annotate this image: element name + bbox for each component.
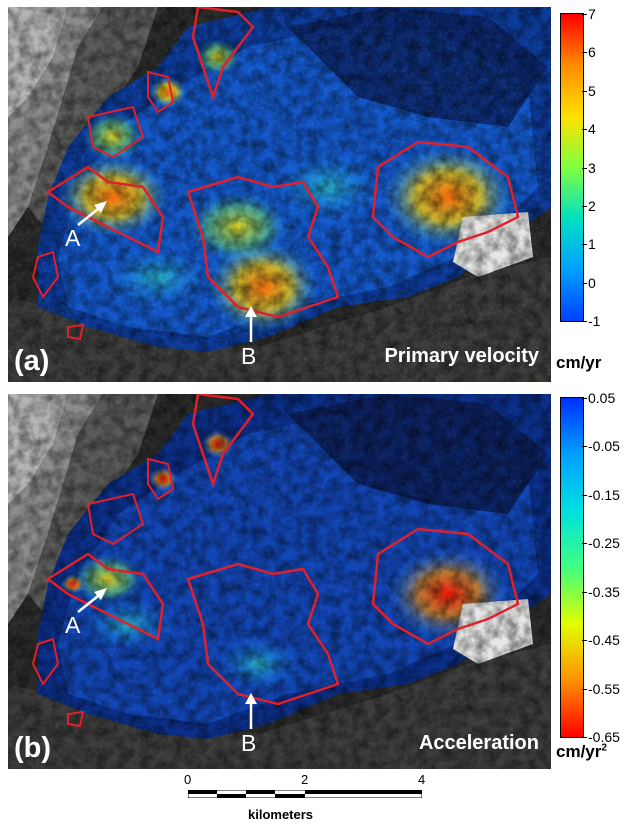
acceleration-map-panel: A B (b) Acceleration: [8, 394, 551, 769]
acceleration-unit-label: cm/yr2: [556, 742, 607, 761]
velocity-tick-mark: [582, 321, 587, 322]
velocity-unit-label: cm/yr: [556, 353, 602, 372]
acceleration-tick-label: -0.65: [588, 729, 620, 745]
velocity-tick-label: -1: [588, 313, 601, 329]
acceleration-tick-label: -0.35: [588, 583, 620, 600]
acceleration-tick-mark: [582, 688, 587, 690]
velocity-tick-label: 5: [588, 82, 596, 99]
panel-label-b: (b): [14, 732, 52, 764]
acceleration-tick-label: -0.15: [588, 486, 620, 503]
acceleration-tick-label: -0.05: [588, 438, 620, 455]
velocity-tick-mark: [582, 129, 587, 131]
velocity-tick-label: 4: [588, 121, 596, 138]
acceleration-map: [8, 394, 551, 769]
panel-title-primary-velocity: Primary velocity: [384, 345, 539, 367]
velocity-tick-mark: [582, 90, 587, 92]
acceleration-tick-label: -0.55: [588, 680, 620, 697]
primary-velocity-map: [8, 7, 551, 382]
acceleration-tick-label: -0.25: [588, 535, 620, 552]
location-marker-a: A: [65, 225, 81, 251]
scale-label-4: 4: [418, 772, 426, 787]
acceleration-tick-mark: [582, 494, 587, 496]
velocity-tick-label: 0: [588, 274, 596, 291]
panel-label-a: (a): [14, 345, 50, 377]
velocity-tick-mark: [582, 244, 587, 246]
acceleration-tick-label: 0.05: [588, 390, 616, 406]
acceleration-tick-mark: [582, 446, 587, 448]
velocity-colorbar: [560, 13, 584, 322]
velocity-tick-label: 6: [588, 44, 596, 61]
acceleration-colorbar: [560, 397, 584, 738]
location-marker-b: B: [241, 730, 257, 756]
acceleration-tick-label: -0.45: [588, 632, 620, 649]
scale-unit-label: kilometers: [248, 807, 314, 822]
velocity-tick-mark: [582, 14, 587, 15]
panel-title-acceleration: Acceleration: [418, 732, 539, 754]
primary-velocity-map-panel: A B (a) Primary velocity: [8, 7, 551, 382]
acceleration-tick-mark: [582, 398, 587, 399]
velocity-tick-mark: [582, 52, 587, 54]
scale-bar: [188, 790, 422, 798]
acceleration-tick-mark: [582, 591, 587, 593]
velocity-tick-label: 3: [588, 159, 596, 176]
velocity-tick-label: 2: [588, 197, 596, 214]
acceleration-tick-mark: [582, 543, 587, 545]
velocity-tick-mark: [582, 167, 587, 169]
velocity-tick-label: 7: [588, 6, 596, 22]
acceleration-tick-mark: [582, 640, 587, 642]
velocity-tick-mark: [582, 205, 587, 207]
location-marker-a: A: [65, 612, 81, 638]
scale-label-2: 2: [301, 772, 309, 787]
location-marker-b: B: [241, 343, 257, 369]
acceleration-tick-mark: [582, 737, 587, 738]
velocity-tick-label: 1: [588, 236, 596, 253]
scale-label-0: 0: [184, 772, 192, 787]
velocity-tick-mark: [582, 282, 587, 284]
